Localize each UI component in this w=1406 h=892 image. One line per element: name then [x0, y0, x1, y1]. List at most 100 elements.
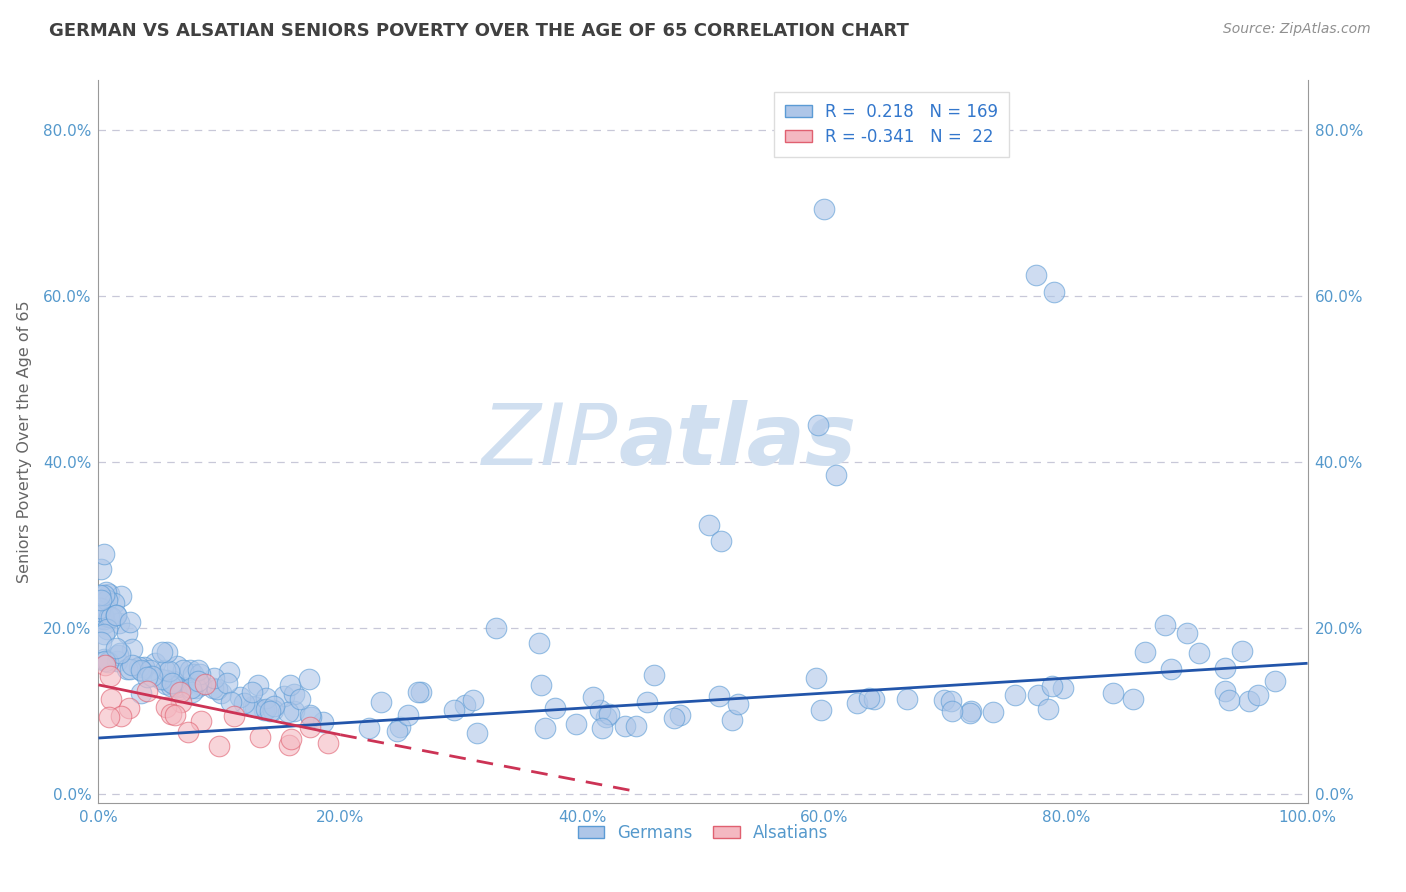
- Point: [100, 691, 122, 706]
- Point: [129, 686, 152, 700]
- Point: [406, 685, 429, 699]
- Point: [229, 690, 252, 705]
- Point: [1153, 618, 1175, 632]
- Point: [243, 699, 266, 714]
- Point: [443, 703, 465, 717]
- Point: [707, 689, 730, 703]
- Point: [662, 711, 685, 725]
- Point: [254, 702, 277, 716]
- Point: [941, 694, 963, 708]
- Point: [1122, 692, 1144, 706]
- Point: [169, 695, 191, 709]
- Point: [166, 659, 188, 673]
- Point: [187, 673, 209, 688]
- Point: [121, 642, 143, 657]
- Point: [162, 673, 184, 688]
- Point: [160, 676, 183, 690]
- Point: [288, 692, 311, 706]
- Point: [93, 588, 115, 602]
- Point: [131, 664, 153, 678]
- Point: [141, 669, 163, 683]
- Point: [396, 708, 419, 723]
- Point: [149, 672, 172, 686]
- Point: [316, 736, 339, 750]
- Point: [312, 714, 335, 729]
- Point: [1160, 663, 1182, 677]
- Point: [202, 671, 225, 685]
- Point: [100, 610, 122, 624]
- Point: [90, 635, 112, 649]
- Point: [172, 680, 194, 694]
- Point: [187, 664, 209, 678]
- Point: [104, 607, 127, 622]
- Legend: Germans, Alsatians: Germans, Alsatians: [571, 817, 835, 848]
- Point: [118, 701, 141, 715]
- Text: atlas: atlas: [619, 400, 856, 483]
- Point: [118, 662, 141, 676]
- Point: [643, 667, 665, 681]
- Point: [134, 660, 156, 674]
- Point: [93, 654, 115, 668]
- Point: [1040, 679, 1063, 693]
- Point: [529, 636, 551, 650]
- Point: [277, 705, 299, 719]
- Point: [155, 673, 177, 688]
- Point: [1133, 645, 1156, 659]
- Point: [247, 678, 270, 692]
- Point: [153, 663, 176, 677]
- Point: [1101, 686, 1123, 700]
- Point: [1038, 702, 1060, 716]
- Point: [184, 681, 207, 695]
- Point: [159, 706, 181, 721]
- Point: [103, 596, 125, 610]
- Point: [105, 607, 128, 622]
- Point: [93, 612, 115, 626]
- Point: [139, 663, 162, 677]
- Point: [614, 719, 637, 733]
- Point: [105, 654, 128, 668]
- Point: [93, 615, 115, 630]
- Point: [97, 587, 120, 601]
- Point: [249, 730, 271, 744]
- Point: [121, 658, 143, 673]
- Point: [624, 719, 647, 733]
- Point: [181, 685, 204, 699]
- Point: [209, 686, 232, 700]
- Point: [299, 720, 322, 734]
- Point: [98, 710, 121, 724]
- Point: [359, 721, 381, 735]
- Point: [89, 588, 111, 602]
- Text: GERMAN VS ALSATIAN SENIORS POVERTY OVER THE AGE OF 65 CORRELATION CHART: GERMAN VS ALSATIAN SENIORS POVERTY OVER …: [49, 22, 910, 40]
- Point: [233, 696, 256, 710]
- Text: ZIP: ZIP: [482, 400, 619, 483]
- Point: [108, 646, 131, 660]
- Point: [544, 700, 567, 714]
- Point: [97, 655, 120, 669]
- Point: [807, 417, 830, 432]
- Point: [188, 667, 211, 681]
- Point: [1239, 694, 1261, 708]
- Point: [165, 680, 187, 694]
- Point: [263, 699, 285, 714]
- Point: [283, 704, 305, 718]
- Point: [896, 691, 918, 706]
- Point: [983, 705, 1005, 719]
- Point: [93, 626, 115, 640]
- Point: [283, 687, 305, 701]
- Point: [242, 699, 264, 714]
- Point: [1218, 692, 1240, 706]
- Point: [411, 684, 433, 698]
- Point: [156, 645, 179, 659]
- Point: [463, 693, 485, 707]
- Point: [1026, 688, 1049, 702]
- Text: Source: ZipAtlas.com: Source: ZipAtlas.com: [1223, 22, 1371, 37]
- Point: [273, 689, 295, 703]
- Point: [94, 658, 117, 673]
- Point: [485, 621, 508, 635]
- Point: [598, 706, 620, 721]
- Point: [370, 695, 392, 709]
- Point: [177, 725, 200, 739]
- Point: [669, 708, 692, 723]
- Point: [1247, 689, 1270, 703]
- Point: [1213, 661, 1236, 675]
